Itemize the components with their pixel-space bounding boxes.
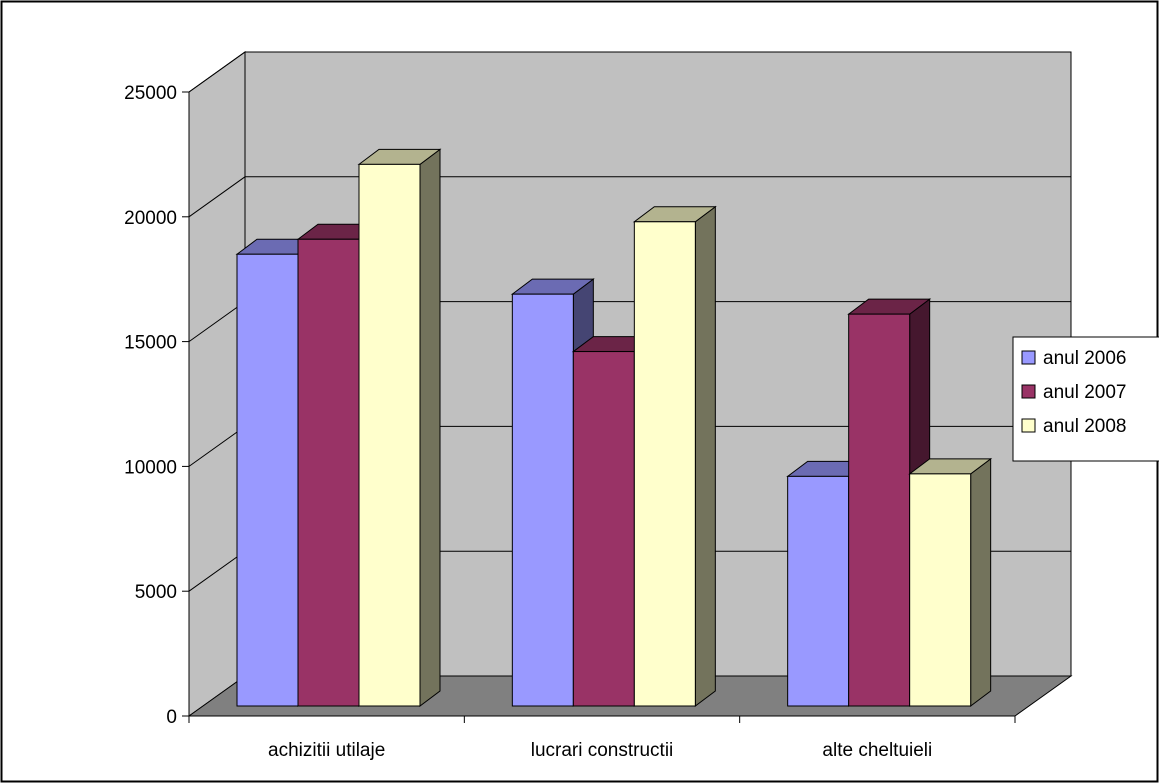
bar xyxy=(909,473,972,707)
y-tick-label: 0 xyxy=(166,707,177,728)
bar-side xyxy=(419,148,441,707)
legend-swatch xyxy=(1021,418,1036,433)
legend-label: anul 2006 xyxy=(1043,348,1126,369)
bar-side xyxy=(694,205,716,707)
gridline xyxy=(188,51,1071,93)
y-tick-label: 15000 xyxy=(124,333,177,354)
bar xyxy=(358,163,421,707)
bar-side xyxy=(970,457,992,707)
y-tick-label: 10000 xyxy=(124,457,177,478)
legend: anul 2006 anul 2007 anul 2008 xyxy=(1012,336,1159,462)
legend-swatch xyxy=(1021,384,1036,399)
y-tick-label: 20000 xyxy=(124,208,177,229)
legend-label: anul 2008 xyxy=(1043,416,1126,437)
legend-label: anul 2007 xyxy=(1043,382,1126,403)
bar xyxy=(633,221,696,707)
x-tick-label: lucrari constructii xyxy=(531,740,674,761)
legend-box xyxy=(1012,336,1159,462)
bars xyxy=(235,148,993,707)
legend-swatch xyxy=(1021,350,1036,365)
x-tick-label: alte cheltuieli xyxy=(822,740,932,761)
bar xyxy=(572,351,635,707)
gridline xyxy=(188,176,1071,218)
x-tick-label: achizitii utilaje xyxy=(268,740,385,761)
y-tick-label: 5000 xyxy=(135,582,177,603)
category-axis: achizitii utilaje lucrari constructii alte… xyxy=(188,715,1016,761)
bar xyxy=(848,313,911,707)
bar xyxy=(787,475,850,707)
bar xyxy=(236,253,299,707)
bar xyxy=(511,293,574,707)
y-tick-label: 25000 xyxy=(124,83,177,104)
bar xyxy=(297,238,360,707)
